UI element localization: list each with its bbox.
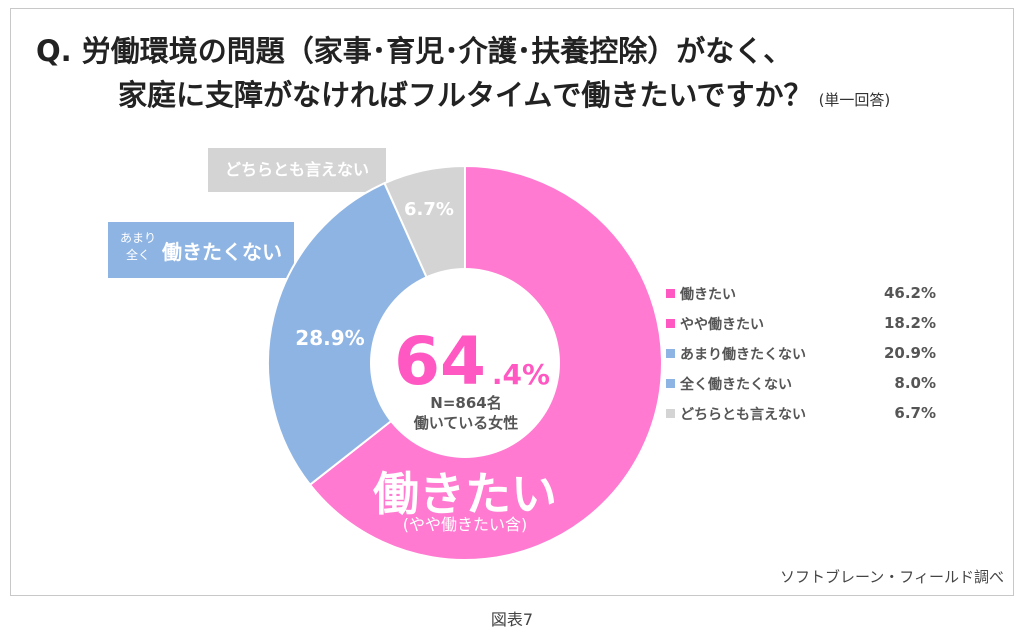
legend-label: どちらとも言えない	[680, 407, 806, 423]
legend-swatch	[666, 289, 675, 298]
legend-label: あまり働きたくない	[680, 347, 806, 363]
figure-caption: 図表7	[490, 610, 534, 629]
legend-value: 6.7%	[894, 404, 936, 422]
legend-row: 働きたい 46.2%	[666, 284, 936, 314]
legend-value: 20.9%	[883, 344, 936, 362]
segment-label-want: 働きたい	[373, 467, 557, 521]
legend-value: 18.2%	[883, 314, 936, 332]
question-title-text: 家庭に支障がなければフルタイムで働きたいですか？	[118, 78, 813, 112]
callout-neutral: どちらとも言えない	[208, 148, 386, 192]
legend-row: 全く働きたくない 8.0%	[666, 374, 936, 404]
legend-value: 46.2%	[883, 284, 936, 302]
segment-label-not: 28.9%	[295, 326, 364, 350]
answer-type-note: (単一回答)	[818, 91, 891, 109]
center-subject: 働いている女性	[413, 414, 519, 432]
center-big-number: 64	[394, 323, 486, 400]
legend-label: 全く働きたくない	[680, 377, 792, 393]
donut-hole	[370, 268, 560, 458]
legend-row: あまり働きたくない 20.9%	[666, 344, 936, 374]
segment-label-neutral: 6.7%	[404, 199, 454, 220]
legend-swatch	[666, 409, 675, 418]
legend-label: 働きたい	[680, 287, 736, 303]
legend: 働きたい 46.2% やや働きたい 18.2% あまり働きたくない 20.9% 全く働きたく…	[666, 284, 936, 434]
source-note: ソフトブレーン・フィールド調べ	[780, 568, 1004, 586]
donut-slice-not-want	[267, 181, 467, 487]
callout-not-small-labels: あまり 全く	[120, 230, 156, 264]
legend-swatch	[666, 379, 675, 388]
center-sample-size: N=864名	[430, 394, 501, 412]
legend-swatch	[666, 349, 675, 358]
callout-not-small-1: あまり	[120, 231, 157, 245]
question-title-line-2: 家庭に支障がなければフルタイムで働きたいですか？ (単一回答)	[118, 72, 890, 114]
legend-row: やや働きたい 18.2%	[666, 314, 936, 344]
callout-not-main: 働きたくない	[162, 240, 282, 264]
legend-label: やや働きたい	[680, 317, 764, 333]
segment-label-want-sub: (やや働きたい含)	[403, 515, 528, 534]
question-title-line-1: Q. 労働環境の問題（家事･育児･介護･扶養控除）がなく、	[36, 34, 793, 68]
legend-row: どちらとも言えない 6.7%	[666, 404, 936, 434]
callout-not-want: あまり 全く 働きたくない	[108, 222, 294, 278]
legend-value: 8.0%	[894, 374, 936, 392]
center-decimal: .4%	[492, 358, 550, 391]
callout-not-small-2: 全く	[125, 248, 150, 262]
legend-swatch	[666, 319, 675, 328]
